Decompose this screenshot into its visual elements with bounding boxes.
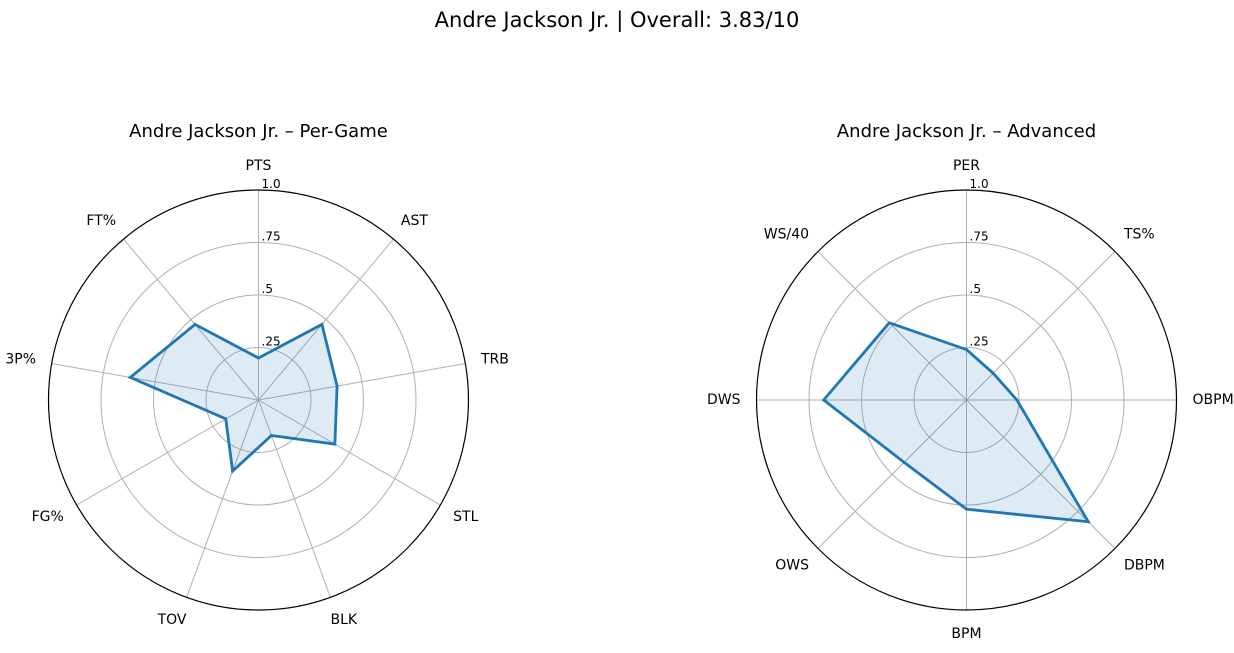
data-point-ts-pct bbox=[991, 371, 995, 375]
data-point-ft-pct bbox=[193, 322, 197, 326]
grid-spoke bbox=[258, 399, 441, 506]
series-area bbox=[823, 322, 1089, 522]
polar-frame bbox=[755, 189, 1178, 611]
data-point-ows bbox=[902, 460, 906, 464]
radial-tick-label: .5 bbox=[970, 282, 981, 296]
radar-panel-2: Andre Jackson Jr. – Advanced .25 .5 .75 1.0 P… bbox=[707, 121, 1234, 642]
grid-spoke bbox=[186, 399, 259, 598]
axis-label-stl: STL bbox=[453, 509, 478, 525]
data-point-3p-pct bbox=[128, 375, 132, 379]
chart-title: Andre Jackson Jr. – Per-Game bbox=[129, 121, 388, 142]
series-area bbox=[130, 324, 338, 472]
data-point-obpm bbox=[1015, 398, 1019, 402]
radial-tick-label: .25 bbox=[262, 335, 281, 349]
radial-tick-label: .5 bbox=[262, 282, 273, 296]
data-point-blk bbox=[270, 434, 273, 437]
series-line bbox=[127, 322, 339, 474]
data-point-bpm bbox=[965, 507, 968, 511]
figure-title: Andre Jackson Jr. | Overall: 3.83/10 bbox=[434, 8, 800, 32]
axis-label-trb: TRB bbox=[480, 351, 509, 367]
radial-tick-label: 1.0 bbox=[970, 177, 989, 191]
axis-label-3p-pct: 3P% bbox=[5, 351, 36, 367]
axis-label-blk: BLK bbox=[331, 612, 358, 628]
radial-tick-label: 1.0 bbox=[262, 177, 281, 191]
grid-spoke bbox=[258, 363, 466, 401]
radial-tick-label: .75 bbox=[262, 230, 281, 244]
grid-spoke bbox=[51, 363, 259, 401]
grid-spoke bbox=[817, 399, 967, 549]
data-point-pts bbox=[257, 356, 260, 360]
polar-frame bbox=[47, 189, 470, 611]
radial-tick-label: .75 bbox=[970, 230, 989, 244]
axis-label-fg-pct: FG% bbox=[32, 509, 64, 525]
data-point-trb bbox=[335, 384, 339, 388]
data-point-dws bbox=[822, 398, 826, 402]
data-point-fg-pct bbox=[224, 417, 228, 421]
data-point-ast bbox=[320, 322, 324, 326]
grid-spoke bbox=[817, 251, 967, 401]
axis-label-ft-pct: FT% bbox=[86, 213, 116, 229]
axis-label-tov: TOV bbox=[157, 612, 187, 628]
grid-spoke bbox=[76, 399, 259, 506]
data-point-ws-40 bbox=[887, 321, 891, 325]
axis-label-pts: PTS bbox=[246, 158, 272, 174]
axis-label-dbpm: DBPM bbox=[1124, 557, 1165, 573]
chart-title: Andre Jackson Jr. – Advanced bbox=[837, 121, 1096, 142]
axis-label-per: PER bbox=[953, 158, 980, 174]
axis-label-ws-40: WS/40 bbox=[764, 227, 809, 243]
grid-spoke bbox=[966, 399, 1116, 549]
data-point-per bbox=[965, 348, 968, 351]
axis-label-bpm: BPM bbox=[951, 626, 981, 642]
radar-panel-1: Andre Jackson Jr. – Per-Game .25 .5 .75 1.0 P… bbox=[5, 121, 508, 628]
data-point-dbpm bbox=[1086, 520, 1090, 524]
data-point-stl bbox=[333, 442, 337, 446]
grid-spoke bbox=[258, 238, 394, 401]
axis-label-dws: DWS bbox=[707, 392, 741, 408]
grid-spoke bbox=[258, 399, 331, 598]
grid-spoke bbox=[123, 238, 259, 401]
grid-spoke bbox=[966, 251, 1116, 401]
axis-label-ows: OWS bbox=[775, 557, 809, 573]
radial-tick-label: .25 bbox=[970, 335, 989, 349]
axis-label-ast: AST bbox=[401, 213, 428, 229]
axis-label-ts-pct: TS% bbox=[1123, 227, 1155, 243]
data-point-tov bbox=[231, 469, 235, 473]
axis-label-obpm: OBPM bbox=[1193, 392, 1234, 408]
